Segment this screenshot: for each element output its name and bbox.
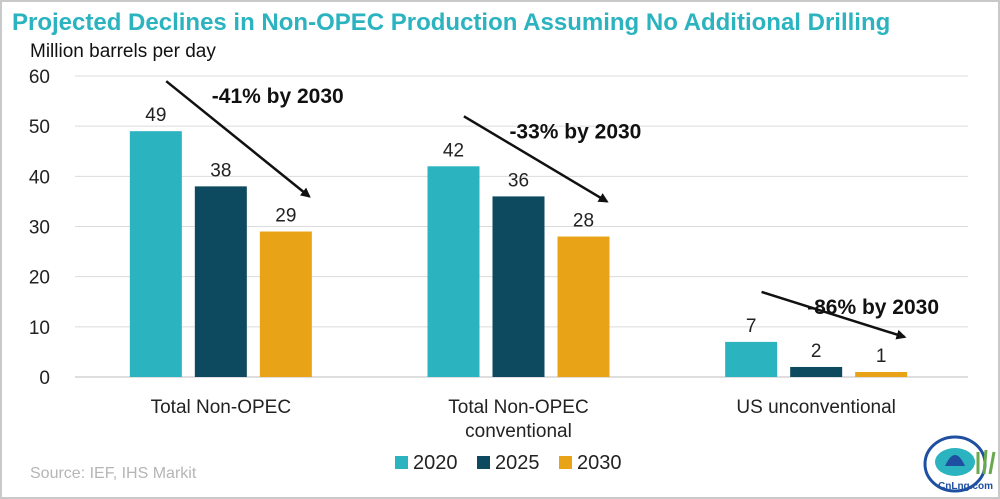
- data-label: 38: [210, 160, 231, 181]
- source-note: Source: IEF, IHS Markit: [30, 465, 197, 482]
- legend-swatch: [559, 456, 572, 469]
- legend-label: 2020: [413, 452, 458, 474]
- trend-arrow: [761, 290, 907, 340]
- y-tick-label: 10: [29, 318, 50, 339]
- trend-arrow: [463, 115, 609, 203]
- bar: [557, 236, 610, 377]
- watermark-logo: CnLng.com: [923, 435, 996, 493]
- data-label: 2: [811, 341, 822, 362]
- bar: [725, 341, 778, 377]
- y-tick-label: 20: [29, 268, 50, 289]
- data-label: 49: [145, 105, 166, 126]
- category-label: Total Non-OPEC: [448, 397, 588, 418]
- legend-label: 2030: [577, 452, 622, 474]
- data-label: 7: [746, 316, 757, 337]
- y-tick-label: 40: [29, 167, 50, 188]
- y-tick-label: 30: [29, 218, 50, 239]
- bar: [427, 166, 480, 377]
- bar: [855, 371, 908, 377]
- trend-arrow: [165, 80, 311, 198]
- bar: [259, 231, 312, 377]
- category-labels: Total Non-OPEC Total Non-OPEC conventional…: [151, 397, 896, 442]
- category-label: conventional: [465, 421, 572, 442]
- data-label: 29: [275, 206, 296, 227]
- annotations: -41% by 2030 -33% by 2030 -86% by 2030: [165, 80, 939, 340]
- legend: 2020 2025 2030: [395, 452, 622, 474]
- data-label: 42: [443, 140, 464, 161]
- data-labels: 49 38 29 42 36 28 7 2 1: [145, 105, 886, 367]
- legend-swatch: [477, 456, 490, 469]
- y-tick-label: 60: [29, 67, 50, 88]
- watermark-text: CnLng.com: [938, 481, 993, 492]
- category-label: Total Non-OPEC: [151, 397, 291, 418]
- annotation-label: -41% by 2030: [212, 85, 344, 108]
- bar: [194, 186, 247, 377]
- y-tick-label: 50: [29, 117, 50, 138]
- legend-swatch: [395, 456, 408, 469]
- y-axis-unit-label: Million barrels per day: [30, 41, 216, 62]
- category-label: US unconventional: [736, 397, 896, 418]
- annotation-label: -86% by 2030: [807, 296, 939, 319]
- chart-title: Projected Declines in Non-OPEC Productio…: [12, 9, 890, 36]
- y-axis-ticks: 0 10 20 30 40 50 60: [29, 67, 50, 389]
- data-label: 28: [573, 211, 594, 232]
- data-label: 36: [508, 170, 529, 191]
- bar: [790, 366, 843, 377]
- bar: [129, 131, 182, 377]
- data-label: 1: [876, 346, 887, 367]
- bar: [492, 196, 545, 377]
- annotation-label: -33% by 2030: [509, 120, 641, 143]
- legend-label: 2025: [495, 452, 540, 474]
- y-tick-label: 0: [39, 368, 50, 389]
- bars: [129, 131, 908, 377]
